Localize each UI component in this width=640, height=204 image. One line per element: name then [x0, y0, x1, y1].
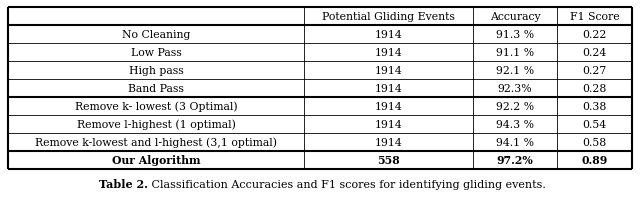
Text: 91.1 %: 91.1 % [496, 48, 534, 58]
Text: Remove k- lowest (3 Optimal): Remove k- lowest (3 Optimal) [75, 101, 237, 112]
Text: 92.1 %: 92.1 % [496, 66, 534, 76]
Text: 0.28: 0.28 [582, 84, 607, 94]
Text: 1914: 1914 [375, 102, 403, 111]
Text: 92.3%: 92.3% [498, 84, 532, 94]
Text: Table 2.: Table 2. [99, 179, 148, 190]
Text: 558: 558 [377, 155, 400, 166]
Text: High pass: High pass [129, 66, 184, 76]
Text: 0.38: 0.38 [582, 102, 607, 111]
Text: 1914: 1914 [375, 66, 403, 76]
Text: 0.22: 0.22 [582, 30, 607, 40]
Text: 1914: 1914 [375, 137, 403, 147]
Text: 0.89: 0.89 [581, 155, 608, 166]
Text: Our Algorithm: Our Algorithm [112, 155, 200, 166]
Text: 92.2 %: 92.2 % [496, 102, 534, 111]
Text: 0.54: 0.54 [582, 119, 607, 129]
Text: 97.2%: 97.2% [497, 155, 533, 166]
Text: Potential Gliding Events: Potential Gliding Events [322, 12, 455, 22]
Text: 94.3 %: 94.3 % [496, 119, 534, 129]
Text: Band Pass: Band Pass [128, 84, 184, 94]
Text: 1914: 1914 [375, 119, 403, 129]
Text: No Cleaning: No Cleaning [122, 30, 190, 40]
Text: 0.27: 0.27 [582, 66, 607, 76]
Text: Remove k-lowest and l-highest (3,1 optimal): Remove k-lowest and l-highest (3,1 optim… [35, 137, 277, 147]
Text: 1914: 1914 [375, 48, 403, 58]
Text: Classification Accuracies and F1 scores for identifying gliding events.: Classification Accuracies and F1 scores … [148, 179, 546, 189]
Text: 94.1 %: 94.1 % [496, 137, 534, 147]
Text: Remove l-highest (1 optimal): Remove l-highest (1 optimal) [77, 119, 236, 130]
Text: 0.58: 0.58 [582, 137, 607, 147]
Text: Low Pass: Low Pass [131, 48, 182, 58]
Text: 1914: 1914 [375, 84, 403, 94]
Text: 1914: 1914 [375, 30, 403, 40]
Text: Accuracy: Accuracy [490, 12, 540, 22]
Text: F1 Score: F1 Score [570, 12, 620, 22]
Text: 91.3 %: 91.3 % [496, 30, 534, 40]
Text: 0.24: 0.24 [582, 48, 607, 58]
